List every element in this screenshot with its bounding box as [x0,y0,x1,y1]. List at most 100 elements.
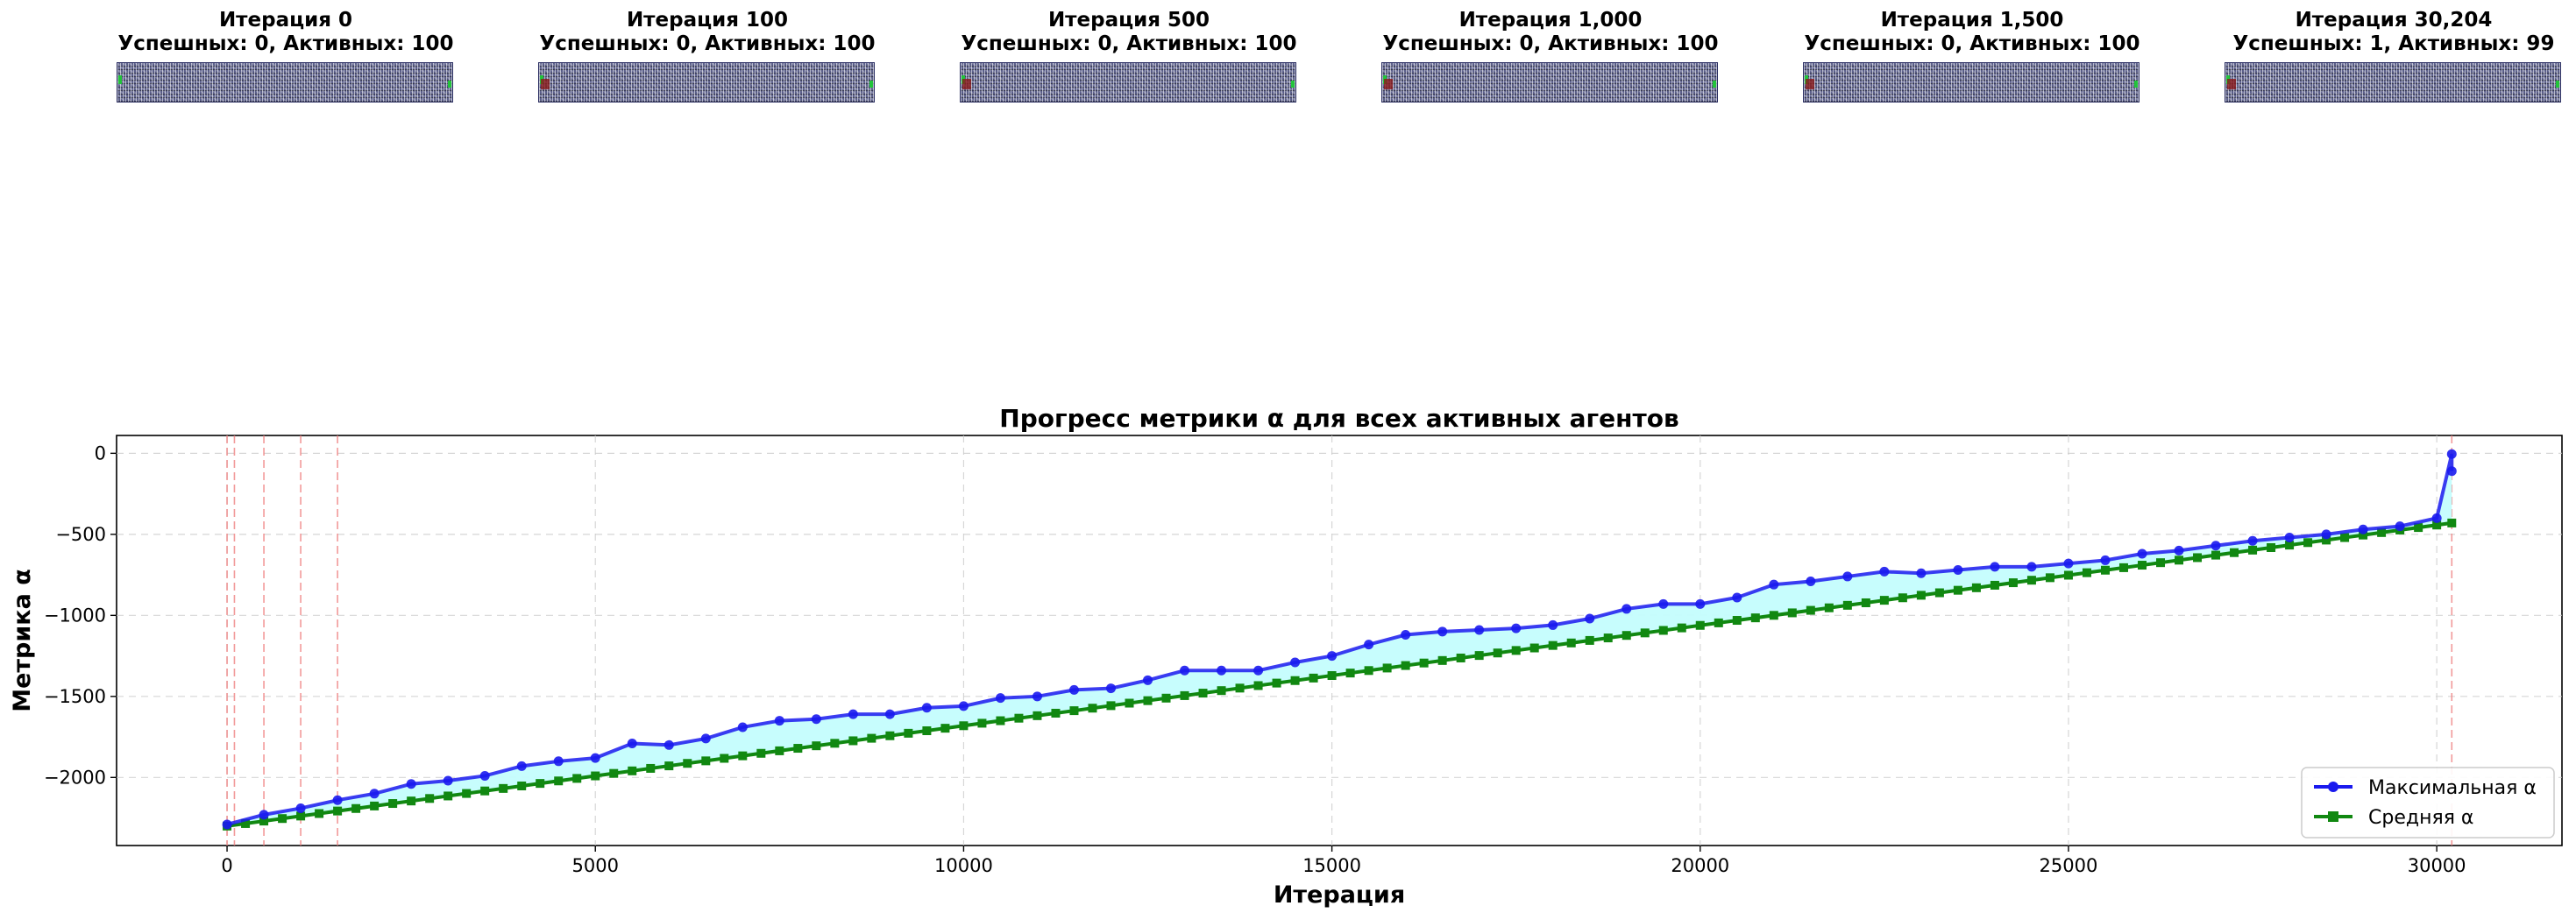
legend-mean-label: Средняя α [2368,807,2473,829]
mean-alpha-point [1603,633,1613,643]
max-alpha-point [2211,541,2221,551]
mean-alpha-point [2026,576,2036,585]
mean-alpha-point [2118,563,2128,572]
goal-marker [2134,81,2138,88]
start-marker [118,75,122,84]
maze-snapshot-image [2225,62,2561,103]
snapshot-panel: Итерация 1,500 Успешных: 0, Активных: 100 [1803,9,2141,103]
x-tick-label: 15000 [1302,855,1361,876]
y-tick-label: 0 [95,442,106,464]
mean-alpha-point [278,814,287,824]
mean-alpha-point [922,726,932,736]
mean-alpha-point [959,721,969,731]
mean-alpha-point [1971,583,1981,592]
snapshot-subtitle: Успешных: 0, Активных: 100 [117,32,454,55]
max-alpha-point [406,779,416,789]
max-alpha-point [332,795,343,805]
mean-alpha-point [480,786,490,796]
max-alpha-point [1511,623,1522,633]
snapshot-subtitle: Успешных: 0, Активных: 100 [1804,32,2140,55]
max-alpha-point [1327,651,1338,662]
maze-snapshot-image [1381,62,1718,103]
mean-alpha-point [1566,638,1576,648]
max-alpha-point [1143,675,1153,685]
max-alpha-point [1990,562,2000,572]
mean-alpha-point [1511,646,1521,655]
snapshot-panel: Итерация 100 Успешных: 0, Активных: 100 [538,9,876,103]
mean-alpha-point [2211,550,2221,560]
max-alpha-point [774,716,784,726]
mean-alpha-point [1106,701,1116,711]
mean-alpha-point [1401,661,1410,670]
snapshot-title: Итерация 1,000 [1458,9,1643,32]
mean-alpha-point [1640,628,1650,638]
mean-alpha-point [1898,593,1907,603]
mean-alpha-point [2267,542,2276,552]
legend-mean-marker [2328,811,2338,822]
mean-alpha-point [1235,683,1245,693]
max-alpha-point [2446,449,2457,459]
goal-marker [448,81,451,88]
max-alpha-point [1806,576,1816,586]
mean-alpha-point [1125,698,1134,708]
mean-alpha-point [830,739,840,748]
mean-alpha-point [1382,663,1392,673]
mean-alpha-point [996,716,1005,725]
mean-alpha-point [2100,565,2110,575]
maze-snapshot-image [538,62,875,103]
mean-alpha-point [1916,591,1926,600]
mean-alpha-point [904,728,913,738]
mean-alpha-point [499,783,508,793]
goal-marker [1291,81,1295,88]
snapshot-title: Итерация 500 [1047,9,1210,32]
mean-alpha-point [646,763,656,773]
mean-alpha-point [1750,613,1760,623]
mean-alpha-point [1953,585,1962,595]
mean-alpha-point [2359,530,2368,540]
snapshot-panel: Итерация 30,204 Успешных: 1, Активных: 99 [2225,9,2563,103]
mean-alpha-point [1842,600,1852,610]
x-tick-label: 20000 [1671,855,1729,876]
max-alpha-point [443,775,453,786]
mean-alpha-point [1622,631,1631,640]
mean-alpha-point [1585,635,1594,645]
agent-trail [2227,79,2236,89]
mean-alpha-point [701,756,711,766]
max-alpha-point [1585,613,1595,624]
mean-alpha-point [296,811,306,821]
x-tick-label: 10000 [934,855,993,876]
snapshot-title: Итерация 100 [626,9,789,32]
mean-alpha-point [2340,533,2350,542]
mean-alpha-point [885,731,895,740]
mean-alpha-point [1069,706,1079,716]
mean-alpha-point [370,801,380,810]
max-alpha-point [1032,691,1042,702]
goal-marker [2556,81,2559,88]
max-alpha-point [627,738,637,748]
max-alpha-point [1290,657,1301,668]
snapshot-subtitle: Успешных: 1, Активных: 99 [2232,32,2555,55]
max-alpha-point [1180,665,1190,676]
mean-alpha-point [628,766,637,775]
mean-alpha-point [351,803,361,813]
max-alpha-point [884,709,895,719]
goal-marker [1713,81,1716,88]
mean-alpha-point [591,771,600,781]
mean-alpha-point [1051,708,1061,718]
range-fill [227,454,2452,826]
max-alpha-point [1953,565,1963,576]
legend-max-marker [2328,782,2338,792]
mean-alpha-point [848,736,858,746]
max-alpha-point [2063,558,2074,569]
mean-alpha-point [609,768,619,778]
mean-alpha-point [683,759,692,768]
mean-alpha-point [2082,568,2091,577]
agent-trail [962,79,971,89]
mean-alpha-point [756,748,766,758]
max-alpha-point [1253,665,1264,676]
maze-snapshot-image [1803,62,2140,103]
mean-alpha-point [2156,558,2166,568]
max-alpha-point [2284,533,2295,543]
mean-alpha-point [812,741,821,751]
mean-alpha-point [1456,653,1465,662]
